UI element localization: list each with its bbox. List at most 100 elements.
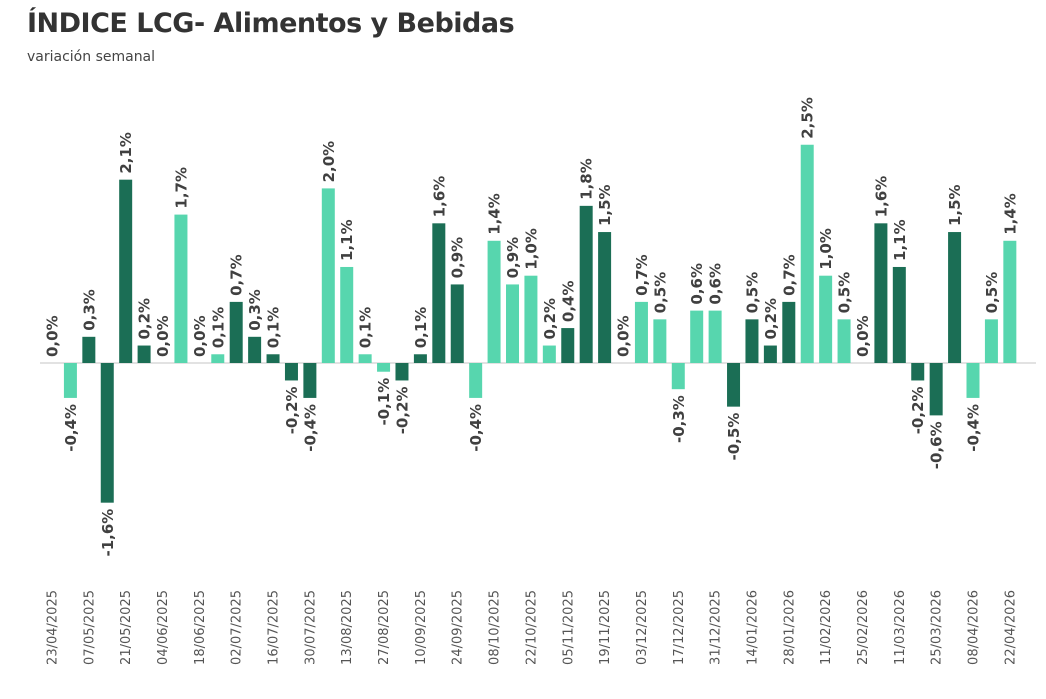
data-label: -0,5%	[725, 413, 743, 461]
data-label: 0,5%	[836, 272, 854, 314]
data-label: 2,0%	[320, 141, 338, 183]
x-tick-label: 11/03/2026	[893, 590, 908, 665]
bar	[708, 310, 722, 363]
bar	[321, 188, 335, 363]
data-label: 1,1%	[891, 219, 909, 261]
data-label: 1,4%	[486, 193, 504, 235]
bar	[506, 284, 519, 363]
bar	[800, 144, 814, 363]
data-label: 0,3%	[80, 289, 98, 331]
bar	[542, 345, 556, 363]
data-label: 0,7%	[633, 254, 651, 296]
data-label: 0,1%	[357, 307, 375, 349]
bar	[874, 223, 888, 363]
data-label: 0,0%	[854, 315, 872, 357]
x-tick-label: 08/10/2025	[488, 590, 503, 665]
x-tick-label: 27/08/2025	[377, 590, 392, 665]
bar	[929, 363, 943, 416]
bar	[892, 266, 906, 363]
bar	[984, 319, 998, 363]
bar	[174, 214, 188, 363]
bar	[63, 363, 77, 398]
data-label: 0,7%	[228, 254, 246, 296]
bar	[598, 232, 612, 363]
x-tick-label: 02/07/2025	[230, 590, 245, 665]
data-label: 1,6%	[430, 176, 448, 218]
data-label: 1,8%	[578, 158, 596, 200]
data-label: 0,1%	[265, 307, 283, 349]
bar	[763, 345, 777, 363]
bar	[671, 363, 685, 390]
x-tick-label: 07/05/2025	[82, 590, 97, 665]
bar	[524, 275, 538, 363]
x-tick-label: 10/09/2025	[414, 590, 429, 665]
data-label: 0,2%	[762, 298, 780, 340]
bar	[395, 363, 409, 381]
x-tick-label: 24/09/2025	[451, 590, 466, 665]
x-tick-label: 18/06/2025	[193, 590, 208, 665]
x-tick-label: 21/05/2025	[119, 590, 134, 665]
x-tick-label: 13/08/2025	[340, 590, 355, 665]
data-label: 1,7%	[172, 167, 190, 209]
data-label: 0,6%	[688, 263, 706, 305]
data-label: -0,3%	[670, 395, 688, 443]
data-label: -0,2%	[909, 386, 927, 434]
bar	[837, 319, 851, 363]
data-label: -0,6%	[928, 421, 946, 469]
bar	[100, 363, 114, 503]
data-label: 0,0%	[615, 315, 633, 357]
chart-title: ÍNDICE LCG- Alimentos y Bebidas	[27, 8, 515, 39]
bar	[211, 354, 225, 363]
x-tick-label: 14/01/2026	[745, 590, 760, 665]
bar	[137, 345, 151, 363]
data-label: -0,4%	[467, 404, 485, 452]
bar	[248, 336, 262, 363]
x-tick-label: 23/04/2025	[46, 590, 61, 665]
bar	[469, 363, 483, 398]
bar	[948, 232, 962, 363]
data-label: 0,1%	[209, 307, 227, 349]
data-label: 0,5%	[743, 272, 761, 314]
data-label: 0,9%	[504, 237, 522, 279]
bar	[413, 354, 427, 363]
data-label: 0,0%	[191, 315, 209, 357]
data-label: -0,2%	[283, 386, 301, 434]
data-label: 0,5%	[651, 272, 669, 314]
x-tick-label: 17/12/2025	[672, 590, 687, 665]
chart-subtitle: variación semanal	[27, 49, 156, 65]
bar	[966, 363, 980, 398]
data-label: -0,4%	[965, 404, 983, 452]
data-label: 1,5%	[946, 184, 964, 226]
bar	[340, 266, 354, 363]
x-tick-label: 04/06/2025	[156, 590, 171, 665]
bar	[653, 319, 667, 363]
data-label: 0,5%	[983, 272, 1001, 314]
bar	[1003, 240, 1017, 363]
x-tick-label: 25/03/2026	[930, 590, 945, 665]
data-label: -0,4%	[301, 404, 319, 452]
x-tick-label: 03/12/2025	[635, 590, 650, 665]
bar	[450, 284, 464, 363]
data-label: 0,2%	[541, 298, 559, 340]
bar	[358, 354, 372, 363]
bar	[82, 336, 96, 363]
data-label: 0,3%	[246, 289, 264, 331]
bar	[303, 363, 317, 398]
bar	[119, 179, 133, 363]
data-label: -0,4%	[62, 404, 80, 452]
bar	[284, 363, 298, 381]
x-tick-label: 08/04/2026	[967, 590, 982, 665]
bar	[634, 301, 648, 363]
data-label: -0,1%	[375, 378, 393, 426]
data-label: 0,7%	[780, 254, 798, 296]
data-label: -1,6%	[99, 509, 117, 557]
data-label: 0,4%	[559, 280, 577, 322]
data-label: 0,0%	[44, 315, 62, 357]
bar	[690, 310, 704, 363]
data-label: 1,4%	[1001, 193, 1019, 235]
bar	[432, 223, 446, 363]
data-label: 0,6%	[707, 263, 725, 305]
x-tick-label: 05/11/2025	[561, 590, 576, 665]
bar	[911, 363, 925, 381]
bar	[487, 240, 501, 363]
